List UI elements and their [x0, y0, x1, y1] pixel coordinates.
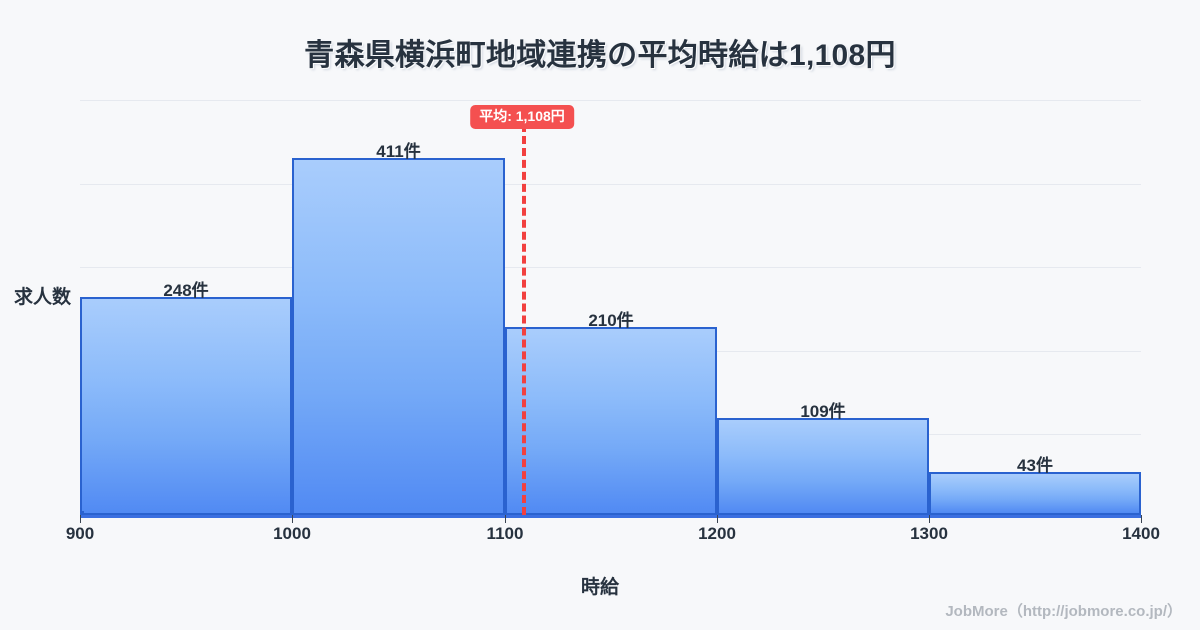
x-tick: [292, 515, 293, 523]
watermark: JobMore（http://jobmore.co.jp/）: [945, 603, 1182, 620]
x-tick-label: 900: [65, 524, 95, 543]
bar-1200-1300[interactable]: [717, 418, 929, 515]
gridline: [80, 100, 1141, 101]
x-tick-label: 1000: [273, 524, 311, 543]
bar-value-label: 411件: [376, 142, 421, 161]
x-axis-title: 時給: [580, 577, 619, 598]
x-tick-label: 1100: [486, 524, 524, 543]
gridline: [80, 267, 1141, 268]
x-tick-label: 1300: [910, 524, 948, 543]
bar-value-label: 43件: [1017, 456, 1053, 475]
x-tick: [1141, 515, 1142, 523]
average-badge: 平均: 1,108円: [470, 105, 574, 129]
average-line: [522, 124, 526, 515]
x-tick-label: 1400: [1122, 524, 1160, 543]
x-tick: [80, 515, 81, 523]
plot-area: [80, 96, 1141, 515]
x-axis-line: [80, 515, 1141, 518]
bar-value-label: 248件: [163, 281, 209, 300]
x-tick-label: 1200: [698, 524, 736, 543]
y-axis-title: 求人数: [14, 287, 72, 308]
bar-1300-1400[interactable]: [929, 472, 1141, 515]
bar-1000-1100[interactable]: [292, 158, 505, 515]
x-tick: [929, 515, 930, 523]
bar-value-label: 210件: [588, 311, 634, 330]
chart-title: 青森県横浜町地域連携の平均時給は1,108円: [304, 39, 896, 72]
x-tick: [505, 515, 506, 523]
bar-value-label: 109件: [800, 402, 846, 421]
x-tick: [717, 515, 718, 523]
bar-1100-1200[interactable]: [505, 327, 717, 515]
gridline: [80, 184, 1141, 185]
bar-900-1000[interactable]: [80, 297, 292, 515]
